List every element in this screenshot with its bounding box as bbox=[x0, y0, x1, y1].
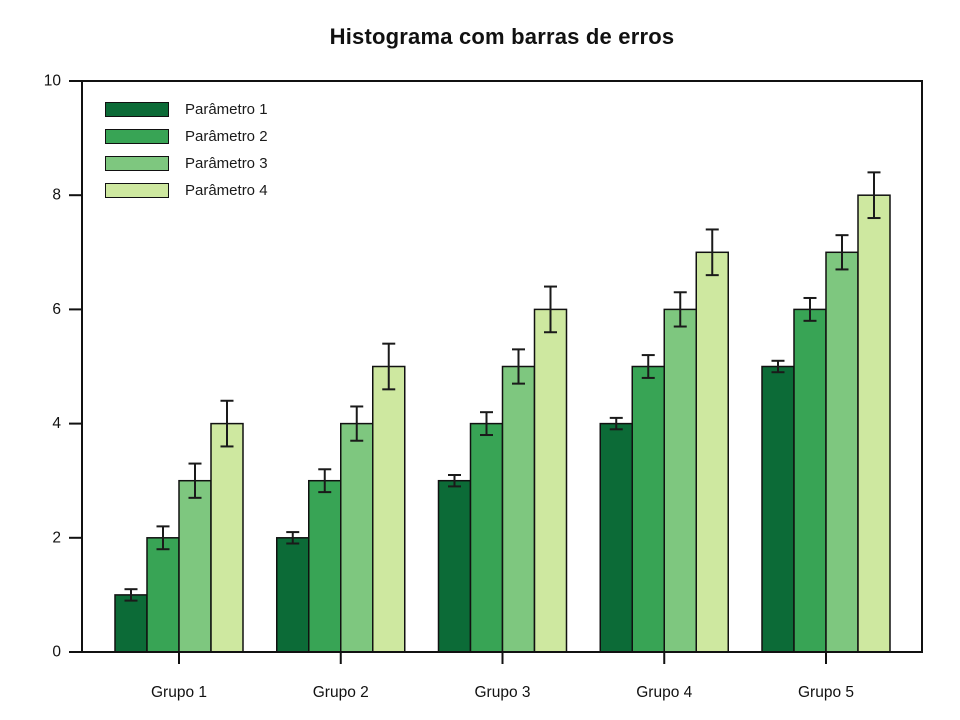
bar-grupo2-serie4 bbox=[372, 365, 406, 653]
x-tick-label: Grupo 1 bbox=[151, 684, 207, 701]
legend-swatch-4 bbox=[105, 183, 169, 198]
bar-grupo5-serie3 bbox=[825, 251, 859, 653]
bar-grupo2-serie1 bbox=[276, 537, 310, 653]
bar-grupo5-serie1 bbox=[761, 365, 795, 653]
bar-grupo1-serie1 bbox=[114, 594, 148, 653]
y-tick-label: 4 bbox=[52, 415, 61, 432]
legend-swatch-2 bbox=[105, 129, 169, 144]
legend-item-4: Parâmetro 4 bbox=[105, 177, 268, 204]
legend-label-3: Parâmetro 3 bbox=[185, 155, 268, 172]
bar-grupo3-serie3 bbox=[501, 365, 536, 653]
bar-grupo1-serie4 bbox=[210, 422, 244, 653]
legend-label-4: Parâmetro 4 bbox=[185, 182, 268, 199]
bar-grupo2-serie3 bbox=[340, 422, 374, 653]
bar-grupo1-serie2 bbox=[146, 537, 180, 653]
legend-swatch-3 bbox=[105, 156, 169, 171]
x-tick-label: Grupo 4 bbox=[636, 684, 692, 701]
x-tick-label: Grupo 3 bbox=[474, 684, 530, 701]
bar-grupo3-serie4 bbox=[533, 308, 568, 653]
bar-grupo4-serie3 bbox=[663, 308, 697, 653]
bar-grupo5-serie2 bbox=[793, 308, 827, 653]
bar-grupo1-serie3 bbox=[178, 479, 212, 653]
legend: Parâmetro 1 Parâmetro 2 Parâmetro 3 Parâmet… bbox=[105, 96, 268, 204]
bar-grupo3-serie2 bbox=[469, 422, 504, 653]
y-tick-label: 0 bbox=[52, 644, 61, 661]
bar-grupo3-serie1 bbox=[437, 479, 472, 653]
legend-swatch-1 bbox=[105, 102, 169, 117]
y-tick-label: 2 bbox=[52, 529, 61, 546]
bar-grupo4-serie2 bbox=[631, 365, 665, 653]
x-tick-label: Grupo 2 bbox=[313, 684, 369, 701]
bar-grupo4-serie4 bbox=[695, 251, 729, 653]
legend-label-1: Parâmetro 1 bbox=[185, 101, 268, 118]
bar-grupo2-serie2 bbox=[308, 479, 342, 653]
y-tick-label: 6 bbox=[52, 301, 61, 318]
legend-item-3: Parâmetro 3 bbox=[105, 150, 268, 177]
legend-item-2: Parâmetro 2 bbox=[105, 123, 268, 150]
y-tick-label: 8 bbox=[52, 187, 61, 204]
legend-label-2: Parâmetro 2 bbox=[185, 128, 268, 145]
x-tick-label: Grupo 5 bbox=[798, 684, 854, 701]
y-tick-label: 10 bbox=[44, 73, 62, 90]
bar-grupo4-serie1 bbox=[599, 422, 633, 653]
chart-title: Histograma com barras de erros bbox=[329, 24, 675, 49]
bar-grupo5-serie4 bbox=[857, 194, 891, 653]
legend-item-1: Parâmetro 1 bbox=[105, 96, 268, 123]
